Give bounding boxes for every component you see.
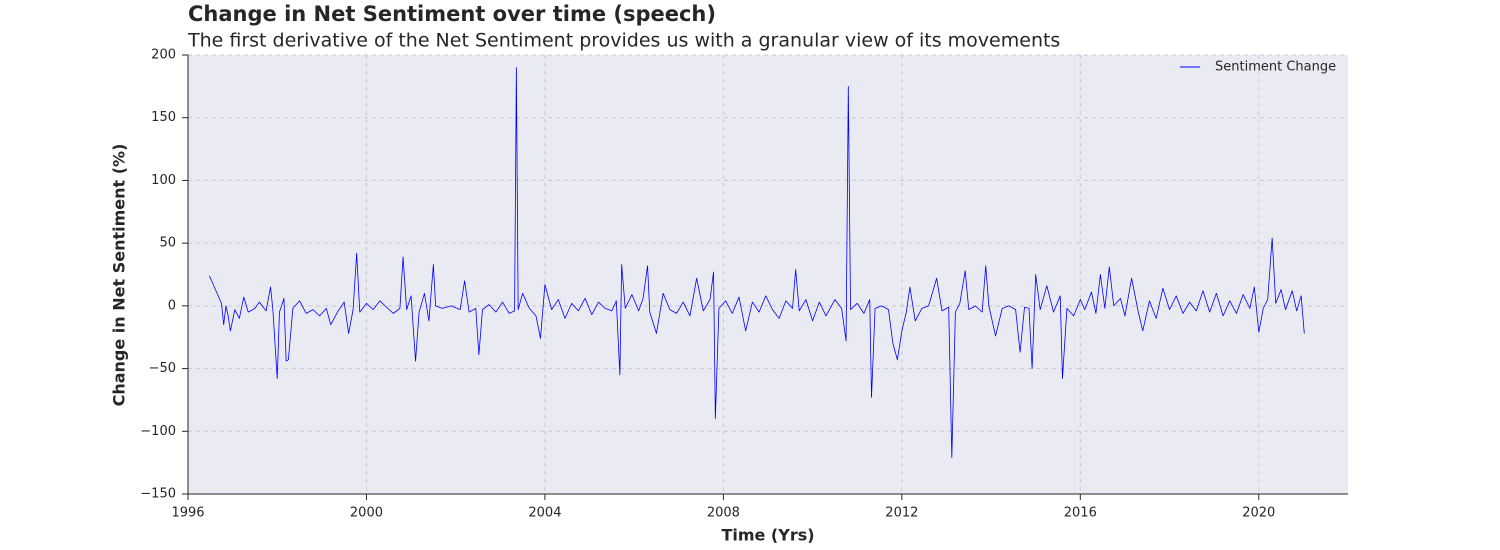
y-tick-label: 100 xyxy=(151,173,176,188)
legend: Sentiment Change xyxy=(1180,60,1336,75)
y-tick-label: 0 xyxy=(168,298,176,313)
chart-subtitle: The first derivative of the Net Sentimen… xyxy=(187,30,1060,52)
x-tick-label: 2020 xyxy=(1242,506,1275,521)
y-tick-label: −150 xyxy=(140,487,176,502)
x-axis-label: Time (Yrs) xyxy=(721,526,814,545)
y-tick-label: 200 xyxy=(151,48,176,63)
chart-title: Change in Net Sentiment over time (speec… xyxy=(188,2,716,26)
y-tick-label: 150 xyxy=(151,110,176,125)
y-tick-label: −50 xyxy=(149,361,176,376)
line-series xyxy=(209,67,1305,459)
x-tick-label: 2016 xyxy=(1064,506,1097,521)
x-tick-label: 1996 xyxy=(171,506,204,521)
x-tick-label: 2008 xyxy=(707,506,740,521)
x-tick-label: 2004 xyxy=(528,506,561,521)
legend-label: Sentiment Change xyxy=(1215,60,1336,75)
y-axis-label: Change in Net Sentiment (%) xyxy=(110,144,129,407)
plot xyxy=(209,67,1305,459)
x-tick-label: 2012 xyxy=(885,506,918,521)
y-tick-label: 50 xyxy=(159,236,176,251)
y-tick-label: −100 xyxy=(140,424,176,439)
plot-area xyxy=(188,55,1348,494)
x-tick-label: 2000 xyxy=(350,506,383,521)
